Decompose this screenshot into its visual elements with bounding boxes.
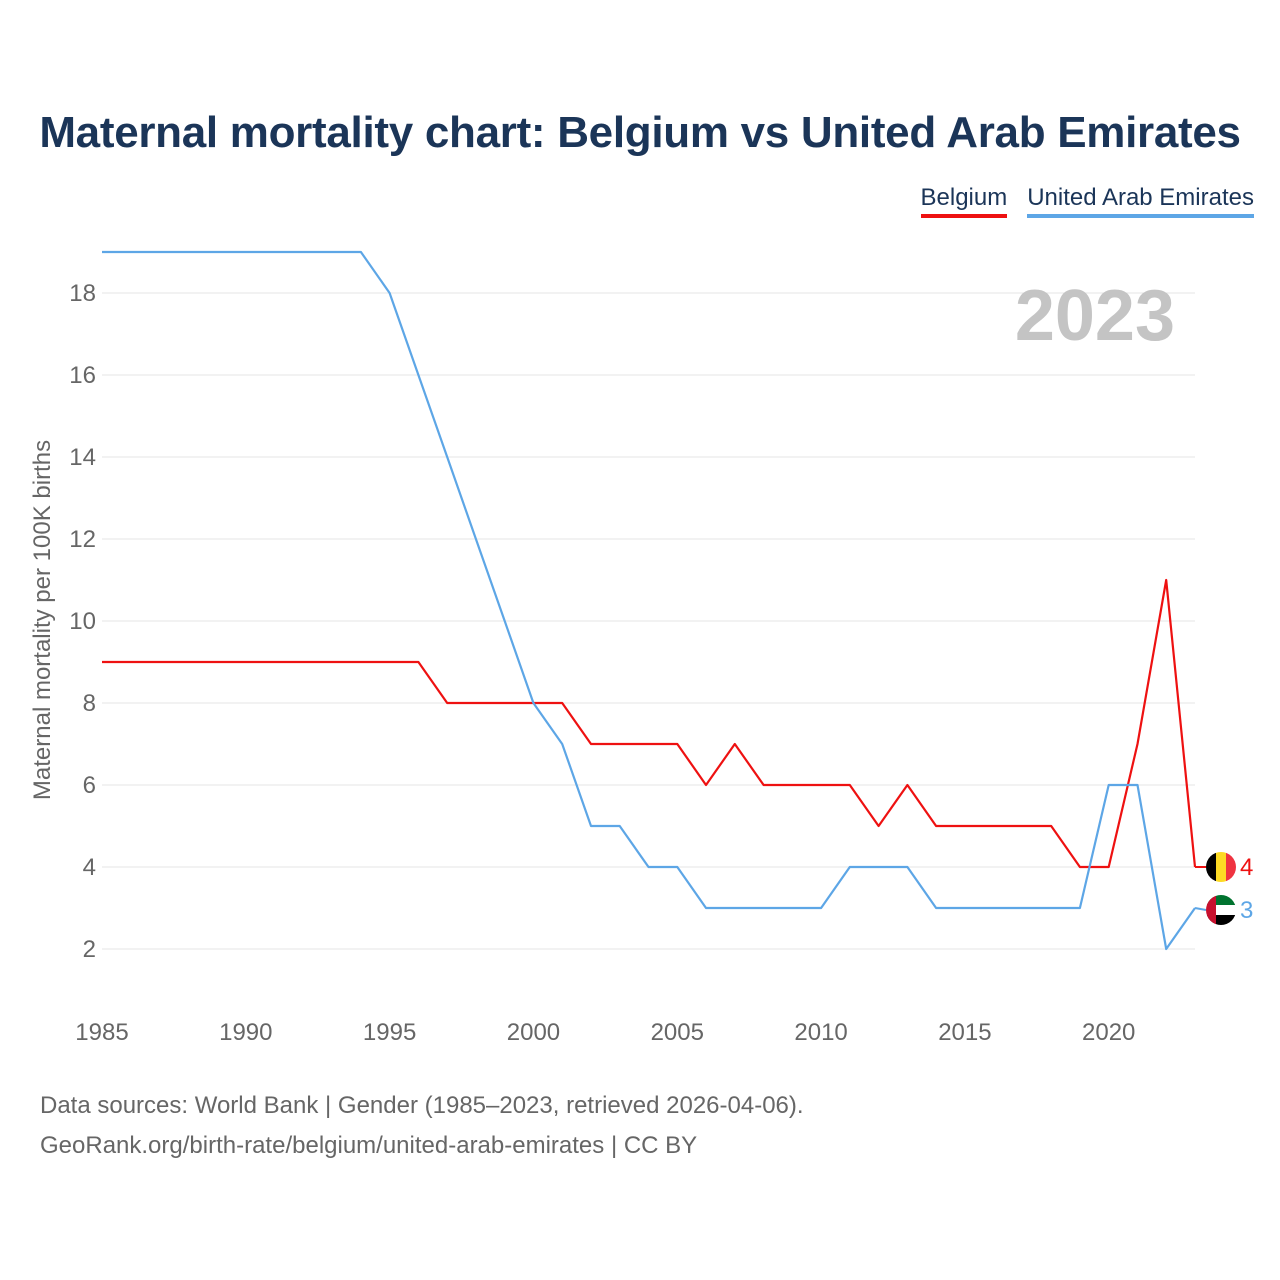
gridlines (102, 292, 1195, 950)
x-axis-ticks: 1985 1990 1995 2000 2005 2010 2015 2020 (75, 1019, 1135, 1046)
connector-united-arab-emirates (1194, 907, 1207, 911)
y-tick-label-12: 12 (69, 526, 96, 553)
end-label-belgium: 4 (1240, 854, 1253, 881)
x-tick-label-1985: 1985 (75, 1019, 128, 1046)
legend: Belgium United Arab Emirates (920, 184, 1254, 218)
x-tick-label-2015: 2015 (938, 1019, 991, 1046)
series-line-belgium[interactable] (102, 578, 1197, 869)
y-tick-label-6: 6 (83, 772, 96, 799)
y-tick-label-8: 8 (83, 690, 96, 717)
x-tick-label-1990: 1990 (219, 1019, 272, 1046)
x-tick-label-1995: 1995 (363, 1019, 416, 1046)
footer-link[interactable]: GeoRank.org/birth-rate/belgium/united-ar… (40, 1132, 698, 1159)
series-end-markers: 43 (1194, 852, 1253, 925)
x-tick-label-2010: 2010 (794, 1019, 847, 1046)
footer: Data sources: World Bank | Gender (1985–… (40, 1086, 804, 1166)
flag-icon-united-arab-emirates (1206, 895, 1236, 925)
legend-item-united-arab-emirates[interactable]: United Arab Emirates (1027, 184, 1254, 218)
chart-title: Maternal mortality chart: Belgium vs Uni… (39, 108, 1241, 157)
x-tick-label-2020: 2020 (1082, 1019, 1135, 1046)
line-chart: 2023 2 4 6 8 10 12 14 16 18 1985 1990 1995 2000 2005… (29, 250, 1253, 1046)
y-tick-label-16: 16 (69, 362, 96, 389)
y-tick-label-2: 2 (83, 936, 96, 963)
y-tick-label-4: 4 (83, 854, 96, 881)
y-axis-label: Maternal mortality per 100K births (29, 440, 56, 800)
x-tick-label-2000: 2000 (507, 1019, 560, 1046)
legend-item-belgium[interactable]: Belgium (920, 184, 1008, 218)
series-lines (102, 250, 1197, 951)
y-tick-label-10: 10 (69, 608, 96, 635)
footer-source: Data sources: World Bank | Gender (1985–… (40, 1092, 804, 1119)
flag-icon-belgium (1206, 852, 1236, 882)
end-label-united-arab-emirates: 3 (1240, 897, 1253, 924)
y-tick-label-18: 18 (69, 280, 96, 307)
y-tick-label-14: 14 (69, 444, 96, 471)
x-tick-label-2005: 2005 (651, 1019, 704, 1046)
year-watermark: 2023 (1015, 276, 1175, 356)
series-line-united-arab-emirates[interactable] (102, 250, 1196, 951)
y-axis-ticks: 2 4 6 8 10 12 14 16 18 (69, 280, 96, 963)
